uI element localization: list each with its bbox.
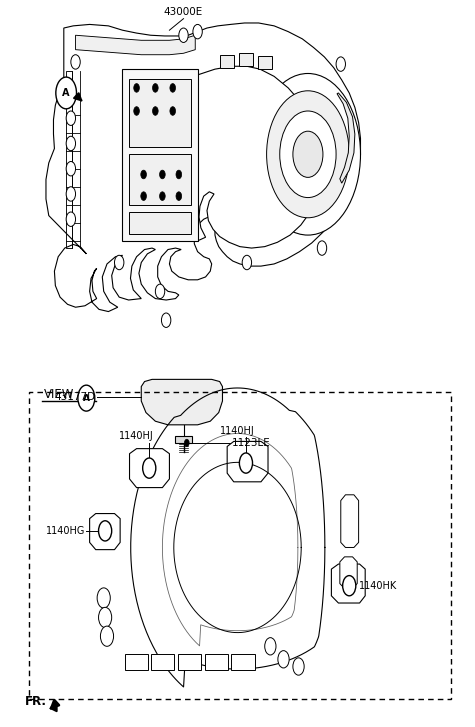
Circle shape xyxy=(256,73,361,235)
Circle shape xyxy=(141,170,146,179)
Circle shape xyxy=(162,313,171,327)
Polygon shape xyxy=(131,388,325,687)
Circle shape xyxy=(176,192,181,201)
Polygon shape xyxy=(178,654,201,670)
Polygon shape xyxy=(332,564,365,603)
Circle shape xyxy=(265,638,276,655)
Circle shape xyxy=(176,170,181,179)
Circle shape xyxy=(280,111,336,198)
Circle shape xyxy=(155,284,165,299)
Circle shape xyxy=(160,192,165,201)
Text: A: A xyxy=(62,88,70,98)
Polygon shape xyxy=(239,53,253,66)
Polygon shape xyxy=(130,449,170,488)
Circle shape xyxy=(170,84,176,92)
Polygon shape xyxy=(151,654,174,670)
Circle shape xyxy=(336,57,345,71)
Polygon shape xyxy=(257,56,272,69)
Circle shape xyxy=(100,626,114,646)
Circle shape xyxy=(152,84,158,92)
Text: 1140HJ: 1140HJ xyxy=(220,425,255,435)
Circle shape xyxy=(142,458,156,478)
Text: 1140HG: 1140HG xyxy=(46,526,85,536)
Text: A: A xyxy=(83,393,90,403)
Polygon shape xyxy=(123,69,198,241)
Polygon shape xyxy=(205,654,228,670)
Circle shape xyxy=(278,651,289,668)
Circle shape xyxy=(170,107,176,116)
Polygon shape xyxy=(198,66,323,248)
Circle shape xyxy=(266,91,349,218)
Text: 1140HK: 1140HK xyxy=(359,581,397,591)
Circle shape xyxy=(66,161,76,176)
Circle shape xyxy=(66,136,76,150)
Circle shape xyxy=(71,55,80,69)
Polygon shape xyxy=(125,654,148,670)
Text: FR.: FR. xyxy=(25,695,48,708)
Circle shape xyxy=(56,77,76,109)
Text: 43000E: 43000E xyxy=(164,7,203,17)
Text: 1123LE: 1123LE xyxy=(232,438,271,448)
Polygon shape xyxy=(341,495,359,547)
Circle shape xyxy=(141,192,146,201)
Circle shape xyxy=(66,212,76,226)
Polygon shape xyxy=(76,35,195,55)
Circle shape xyxy=(134,107,139,116)
Circle shape xyxy=(66,187,76,201)
Polygon shape xyxy=(175,435,192,443)
Circle shape xyxy=(66,111,76,126)
Circle shape xyxy=(78,385,95,411)
Polygon shape xyxy=(90,513,120,550)
Circle shape xyxy=(242,255,252,270)
Circle shape xyxy=(152,107,158,116)
Circle shape xyxy=(193,25,202,39)
Circle shape xyxy=(134,84,139,92)
Circle shape xyxy=(160,170,165,179)
Text: 1140HJ: 1140HJ xyxy=(119,430,154,441)
Text: VIEW: VIEW xyxy=(44,388,75,401)
Circle shape xyxy=(179,28,188,42)
Polygon shape xyxy=(337,93,355,183)
Polygon shape xyxy=(220,55,234,68)
Polygon shape xyxy=(227,441,268,482)
Circle shape xyxy=(114,255,124,270)
Polygon shape xyxy=(46,23,361,312)
Circle shape xyxy=(98,521,112,541)
Circle shape xyxy=(293,658,304,675)
Circle shape xyxy=(342,576,356,596)
Circle shape xyxy=(317,241,327,255)
Circle shape xyxy=(239,453,253,473)
Circle shape xyxy=(184,439,189,446)
Circle shape xyxy=(293,131,323,177)
Polygon shape xyxy=(231,654,255,670)
Circle shape xyxy=(98,607,112,627)
Text: 43177D: 43177D xyxy=(55,392,96,402)
Circle shape xyxy=(66,86,76,100)
Circle shape xyxy=(97,588,110,608)
Polygon shape xyxy=(141,379,222,425)
Polygon shape xyxy=(340,557,357,589)
Polygon shape xyxy=(129,79,191,147)
Polygon shape xyxy=(129,212,191,233)
Polygon shape xyxy=(129,154,191,205)
